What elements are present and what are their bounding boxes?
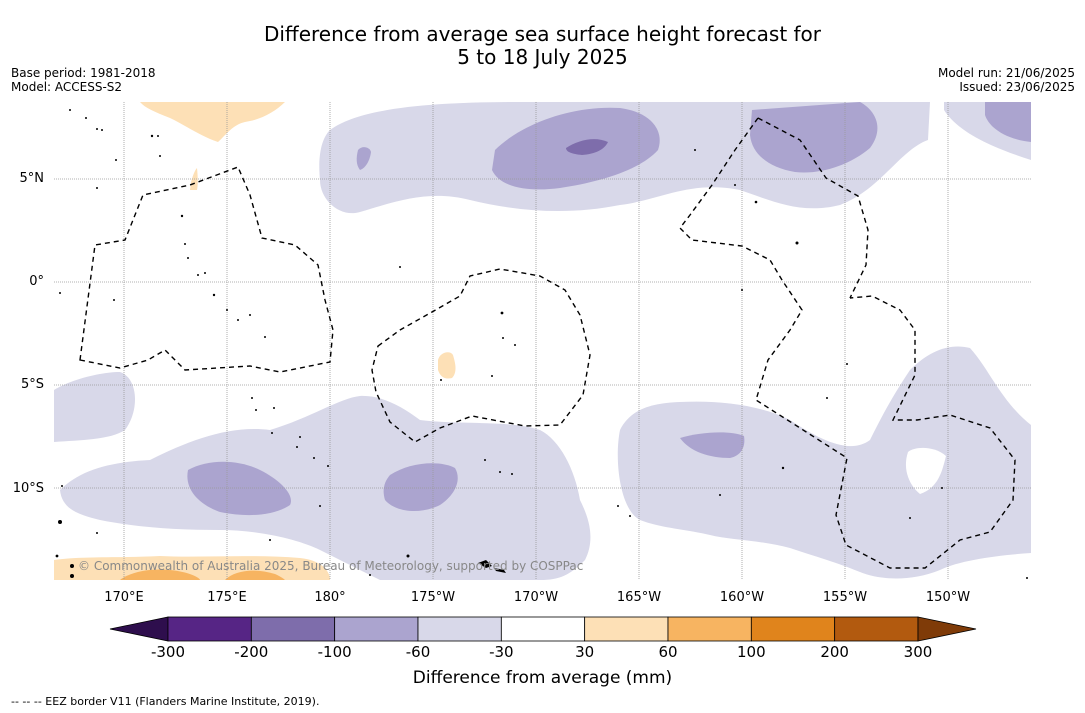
map-fields xyxy=(54,102,1031,580)
meta-left: Base period: 1981-2018 Model: ACCESS-S2 xyxy=(11,66,156,94)
colorbar-tick-label: -100 xyxy=(317,643,352,661)
colorbar-cell xyxy=(417,616,502,642)
colorbar-cell xyxy=(750,616,836,642)
issued-date: Issued: 23/06/2025 xyxy=(959,80,1075,94)
lat-label: 10°S xyxy=(12,481,44,496)
colorbar-cell xyxy=(584,616,669,642)
lon-label: 160°W xyxy=(719,590,765,605)
eez-borders xyxy=(79,117,1016,569)
lon-label: 155°W xyxy=(822,590,868,605)
base-period: Base period: 1981-2018 xyxy=(11,66,156,80)
model-run: Model run: 21/06/2025 xyxy=(937,66,1075,80)
anomaly-region xyxy=(680,432,745,458)
lon-label: 175°E xyxy=(207,590,247,605)
colorbar-tick-label: 100 xyxy=(737,643,766,661)
colorbar-cell xyxy=(667,616,752,642)
meta-right: Model run: 21/06/2025 Issued: 23/06/2025 xyxy=(938,66,1075,94)
colorbar-tick-label: -300 xyxy=(150,643,186,661)
islands xyxy=(55,109,1028,579)
lon-label: 165°W xyxy=(616,590,662,605)
anomaly-region xyxy=(905,447,946,494)
colorbar-cell xyxy=(334,616,419,642)
colorbar-tick-label: -30 xyxy=(489,643,514,661)
colorbar-tick-label: -200 xyxy=(234,643,269,661)
lat-label: 5°S xyxy=(20,377,44,392)
map-title-line2: 5 to 18 July 2025 xyxy=(457,45,628,69)
colorbar-tick-label: 200 xyxy=(820,643,849,661)
colorbar-title: Difference from average (mm) xyxy=(412,668,673,688)
anomaly-region xyxy=(617,346,1031,579)
lon-label: 180° xyxy=(314,590,346,605)
anomaly-region xyxy=(985,102,1031,142)
anomaly-region xyxy=(566,139,608,155)
anomaly-region xyxy=(140,102,285,142)
anomaly-region xyxy=(54,372,136,442)
colorbar-cell xyxy=(167,616,252,642)
colorbar-low-arrow xyxy=(109,616,169,642)
lat-label: 0° xyxy=(29,274,44,289)
anomaly-region xyxy=(438,352,456,379)
colorbar-cell xyxy=(500,616,586,642)
lon-label: 175°W xyxy=(410,590,456,605)
lon-label: 150°W xyxy=(925,590,971,605)
anomaly-region xyxy=(750,102,878,173)
model-name: Model: ACCESS-S2 xyxy=(11,80,123,94)
anomaly-region xyxy=(187,461,291,516)
colorbar-cell xyxy=(834,616,919,642)
colorbar-cell xyxy=(250,616,336,642)
anomaly-region xyxy=(60,395,591,580)
eez-footnote: -- -- -- EEZ border V11 (Flanders Marine… xyxy=(11,695,320,708)
gridlines xyxy=(54,102,1031,580)
anomaly-region xyxy=(120,569,200,580)
lon-label: 170°E xyxy=(104,590,144,605)
colorbar xyxy=(109,616,977,642)
colorbar-tick-label: -60 xyxy=(405,643,431,661)
lon-label: 170°W xyxy=(513,590,559,605)
colorbar-high-arrow xyxy=(917,616,977,642)
anomaly-region xyxy=(225,570,285,580)
colorbar-tick-label: 60 xyxy=(658,643,678,661)
copyright-notice: © Commonwealth of Australia 2025, Bureau… xyxy=(78,559,584,573)
map-title-line1: Difference from average sea surface heig… xyxy=(263,22,822,46)
colorbar-tick-label: 30 xyxy=(575,643,595,661)
anomaly-region xyxy=(383,463,458,512)
anomaly-region xyxy=(356,147,371,170)
colorbar-tick-label: 300 xyxy=(903,643,933,661)
lat-label: 5°N xyxy=(19,171,45,186)
